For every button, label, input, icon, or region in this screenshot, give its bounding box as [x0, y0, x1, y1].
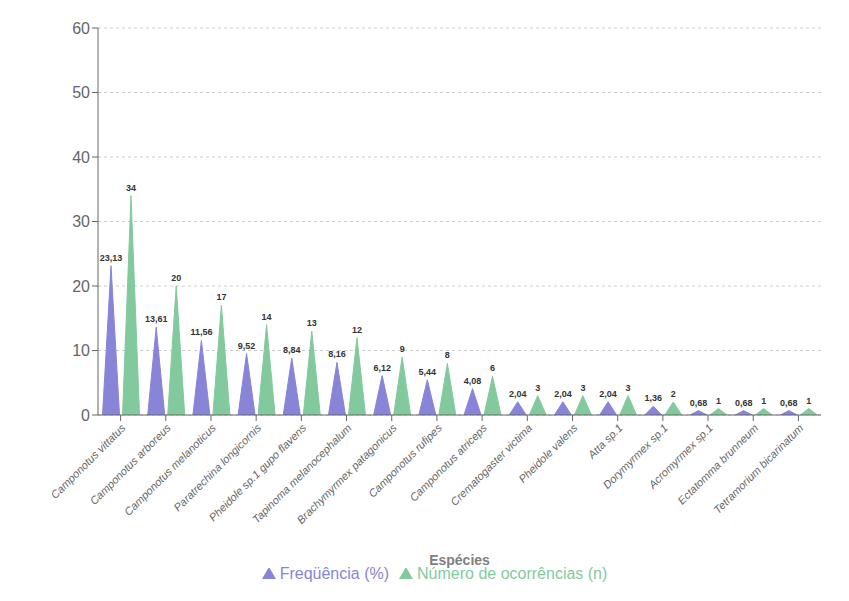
svg-text:Ectatomma brunneum: Ectatomma brunneum — [675, 422, 760, 507]
svg-text:Pheidole valens: Pheidole valens — [516, 421, 580, 485]
svg-text:8: 8 — [445, 350, 450, 360]
svg-text:13,61: 13,61 — [145, 314, 168, 324]
svg-text:8,84: 8,84 — [283, 345, 301, 355]
svg-text:34: 34 — [126, 183, 136, 193]
svg-text:10: 10 — [72, 342, 90, 359]
svg-text:2: 2 — [671, 389, 676, 399]
svg-text:1: 1 — [806, 396, 811, 406]
svg-text:2,04: 2,04 — [509, 389, 527, 399]
svg-text:Dorymyrmex sp.1: Dorymyrmex sp.1 — [600, 421, 670, 491]
svg-text:11,56: 11,56 — [190, 327, 212, 337]
svg-text:20: 20 — [171, 273, 181, 283]
svg-text:Camponotus rufipes: Camponotus rufipes — [366, 421, 444, 499]
svg-text:2,04: 2,04 — [554, 389, 572, 399]
svg-text:Pheidole sp.1 gupo flavens: Pheidole sp.1 gupo flavens — [206, 421, 309, 524]
svg-text:Espécies: Espécies — [429, 552, 490, 568]
svg-text:1: 1 — [761, 396, 766, 406]
svg-text:30: 30 — [72, 213, 90, 230]
html-text:Freqüência (%): Freqüência (%) — [279, 565, 389, 582]
svg-text:4,08: 4,08 — [464, 376, 482, 386]
svg-text:5,44: 5,44 — [419, 367, 437, 377]
svg-text:1: 1 — [716, 396, 721, 406]
svg-text:9,52: 9,52 — [238, 341, 256, 351]
svg-text:Atta sp.1: Atta sp.1 — [585, 422, 625, 462]
svg-text:Acromyrmex sp.1: Acromyrmex sp.1 — [646, 421, 716, 491]
svg-text:Tapinoma melanocephalum: Tapinoma melanocephalum — [249, 421, 354, 526]
svg-text:6: 6 — [490, 363, 495, 373]
svg-text:Camponotus arboreus: Camponotus arboreus — [87, 421, 173, 507]
svg-text:Brachymyrmex patagonicus: Brachymyrmex patagonicus — [294, 421, 399, 526]
svg-text:Camponotus melanoticus: Camponotus melanoticus — [122, 421, 219, 518]
svg-text:Camponotus atriceps: Camponotus atriceps — [407, 421, 489, 503]
svg-text:9: 9 — [400, 344, 405, 354]
svg-text:23,13: 23,13 — [100, 253, 123, 263]
svg-text:Tetramorium bicarinatum: Tetramorium bicarinatum — [711, 422, 805, 516]
svg-text:1,36: 1,36 — [645, 393, 663, 403]
svg-text:14: 14 — [262, 312, 272, 322]
svg-text:50: 50 — [72, 84, 90, 101]
svg-text:13: 13 — [307, 318, 317, 328]
svg-text:Camponotus vittatus: Camponotus vittatus — [48, 421, 128, 501]
svg-text:8,16: 8,16 — [328, 349, 346, 359]
svg-text:Paratrechina longicornis: Paratrechina longicornis — [171, 421, 263, 513]
svg-text:20: 20 — [72, 278, 90, 295]
svg-text:Crematogaster victima: Crematogaster victima — [448, 422, 534, 508]
svg-text:17: 17 — [216, 292, 226, 302]
svg-text:60: 60 — [72, 20, 90, 37]
svg-text:0,68: 0,68 — [690, 398, 708, 408]
svg-text:2,04: 2,04 — [599, 389, 617, 399]
svg-text:0: 0 — [81, 407, 90, 424]
svg-text:12: 12 — [352, 325, 362, 335]
svg-text:3: 3 — [626, 383, 631, 393]
svg-text:3: 3 — [535, 383, 540, 393]
svg-text:6,12: 6,12 — [373, 363, 391, 373]
svg-text:0,68: 0,68 — [735, 398, 753, 408]
html-text:Número de ocorrências (n): Número de ocorrências (n) — [417, 565, 608, 582]
svg-text:0,68: 0,68 — [780, 398, 798, 408]
svg-text:3: 3 — [580, 383, 585, 393]
svg-text:40: 40 — [72, 149, 90, 166]
